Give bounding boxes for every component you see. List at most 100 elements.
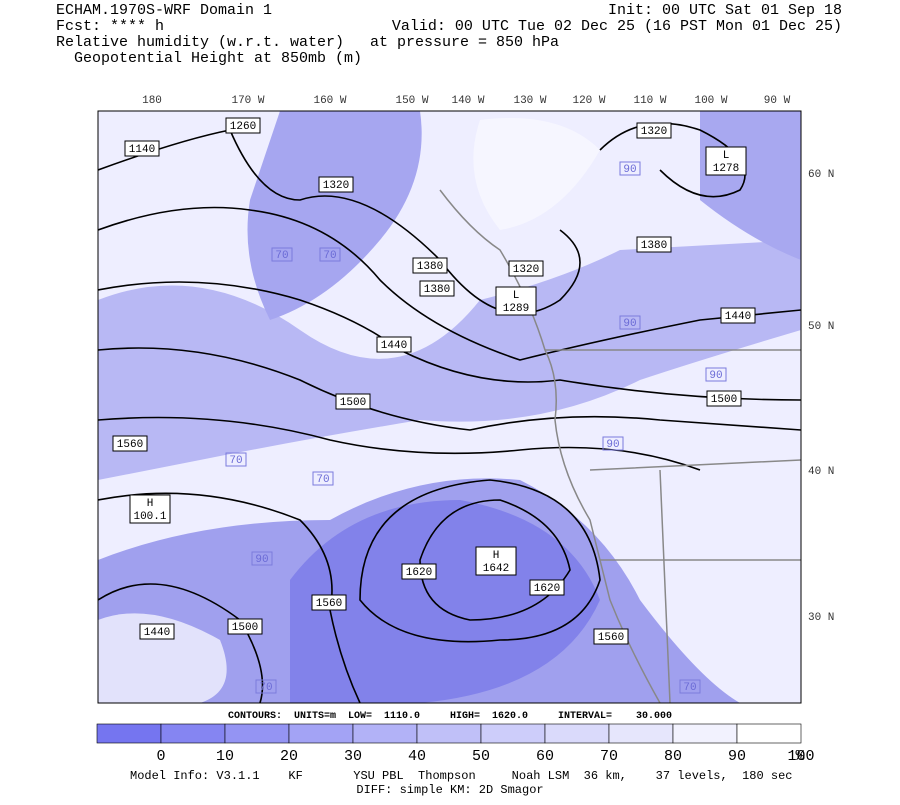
header-right: Init: 00 UTC Sat 01 Sep 18 [608,2,842,19]
contour-label-box [112,435,148,452]
extremum-kind: H [493,550,500,562]
contour-label-box [720,307,756,324]
contour-label: 1620 [406,567,432,579]
colorbar-cell [352,723,418,744]
rh-label-box [225,452,247,467]
extremum-value: 100.1 [133,511,166,523]
latitude-label: 40 N [808,466,834,478]
rh-label-box [319,247,341,262]
contour-label-box [335,393,371,410]
colorbar-label: 60 [536,748,554,765]
contour-label: 1500 [711,394,737,406]
height-contours [98,122,801,703]
footer-line: Model Info: V3.1.1 KF YSU PBL Thompson N… [130,769,793,783]
extremum-value: 1278 [713,163,739,175]
rh-label: 70 [323,250,336,262]
contour-label-box [636,236,672,253]
contour-label: 1500 [340,397,366,409]
extremum-box [495,286,537,316]
longitude-label: 150 W [395,95,428,107]
colorbar-cell [544,723,610,744]
extremum-kind: L [723,150,730,162]
extremum-kind: H [147,498,154,510]
extremum-kind: L [513,290,520,302]
contour-label: 1620 [534,583,560,595]
colorbar-label: 10 [216,748,234,765]
rh-label: 70 [275,250,288,262]
contour-label-box [529,579,565,596]
colorbar-cell [416,723,482,744]
contour-label-box [419,280,455,297]
header-left: ECHAM.1970S-WRF Domain 1 [56,2,272,19]
extremum-box [705,146,747,176]
rh-label: 90 [623,164,636,176]
colorbar-cell [608,723,674,744]
contour-label-box [401,563,437,580]
colorbar-label: 50 [472,748,490,765]
longitude-label: 100 W [694,95,727,107]
contour-label-box [124,140,160,157]
rh-label: 70 [683,682,696,694]
contour-label: 1440 [381,340,407,352]
longitude-label: 180 [142,95,162,107]
colorbar-label: 20 [280,748,298,765]
header-left: Geopotential Height at 850mb (m) [74,50,362,67]
contour-label-box [318,176,354,193]
rh-label: 70 [259,682,272,694]
colorbar-label: 100 [787,748,814,765]
contour-label: 1560 [117,439,143,451]
header-right: Valid: 00 UTC Tue 02 Dec 25 (16 PST Mon … [392,18,842,35]
rh-label-box [251,551,273,566]
extremum-value: 1642 [483,563,509,575]
latitude-label: 50 N [808,321,834,333]
header-right: at pressure = 850 hPa [370,34,559,51]
colorbar-label: 80 [664,748,682,765]
contour-label: 1320 [513,264,539,276]
rh-label: 90 [606,439,619,451]
rh-label-box [679,679,701,694]
rh-label: 70 [316,474,329,486]
contour-label: 1140 [129,144,155,156]
contour-label-box [593,628,629,645]
contour-label: 1560 [598,632,624,644]
contour-label-box [139,623,175,640]
contour-label: 1440 [725,311,751,323]
colorbar-cell [224,723,290,744]
contour-label: 1260 [230,121,256,133]
colorbar-cell [288,723,354,744]
extremum-box [475,546,517,576]
rh-label: 90 [623,318,636,330]
contour-label-box [311,594,347,611]
contour-label: 1380 [417,261,443,273]
colorbar-label: 90 [728,748,746,765]
contour-label: 1380 [641,240,667,252]
colorbar-label: 70 [600,748,618,765]
rh-label: 70 [229,455,242,467]
rh-label-box [619,161,641,176]
colorbar-label: 30 [344,748,362,765]
colorbar-cell [160,723,226,744]
contour-label-box [636,122,672,139]
colorbar-cell [672,723,738,744]
contour-label: 1320 [323,180,349,192]
colorbar-unit: % [795,748,805,765]
longitude-label: 90 W [764,95,791,107]
contour-label: 1320 [641,126,667,138]
contour-label-box [412,257,448,274]
colorbar-label: 40 [408,748,426,765]
humidity-shading [98,111,801,703]
coastlines [439,189,801,703]
longitude-label: 170 W [231,95,264,107]
colorbar-cell [96,723,162,744]
contour-label-box [225,117,261,134]
footer-line: DIFF: simple KM: 2D Smagor [356,783,543,797]
extremum-value: 1289 [503,303,529,315]
colorbar-label: 0 [156,748,165,765]
extremum-box [129,494,171,524]
longitude-label: 140 W [451,95,484,107]
rh-label-box [602,436,624,451]
longitude-label: 120 W [572,95,605,107]
rh-label-box [312,471,334,486]
contour-label: 1500 [232,622,258,634]
